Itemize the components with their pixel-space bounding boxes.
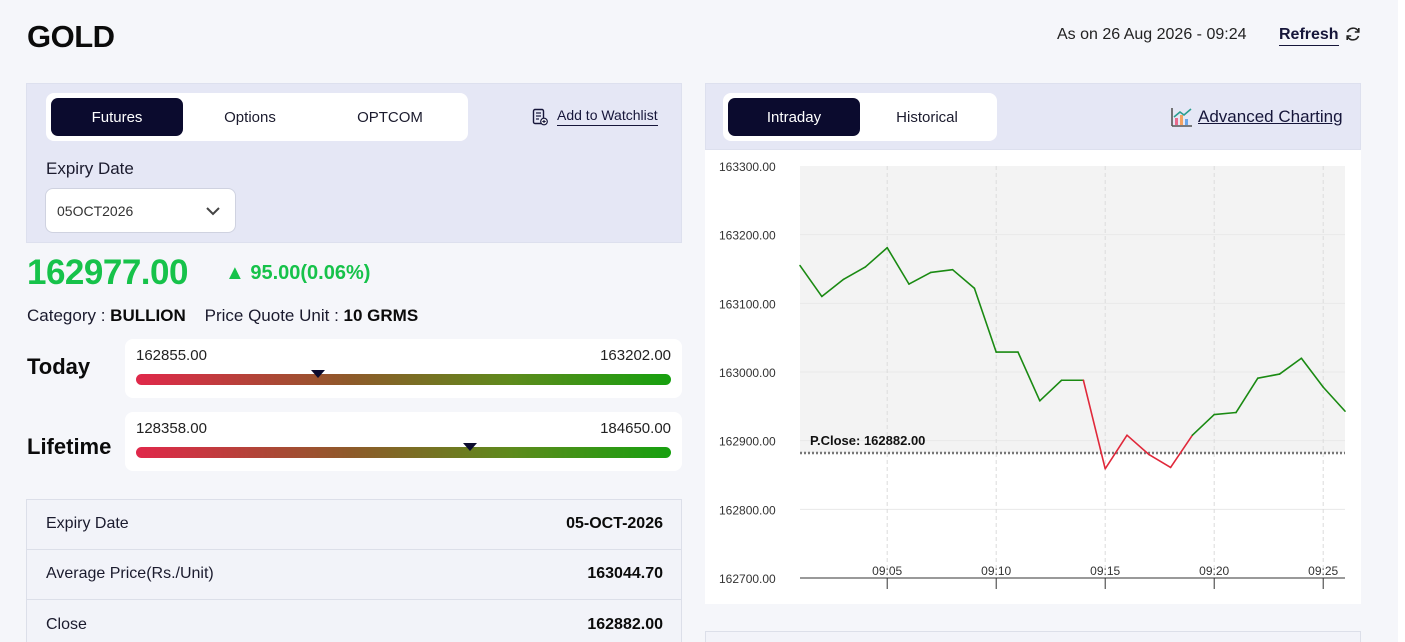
expiry-date-label: Expiry Date — [46, 159, 134, 178]
series-segment — [1256, 373, 1281, 379]
x-tick-label: 09:15 — [1090, 564, 1120, 578]
series-segment — [973, 287, 998, 353]
series-segment — [799, 264, 823, 298]
series-segment — [1082, 379, 1107, 470]
lifetime-low: 128358.00 — [136, 420, 207, 437]
tab-futures[interactable]: Futures — [51, 98, 183, 136]
series-segment — [1322, 386, 1346, 412]
expiry-date-select[interactable]: 05OCT2026 — [45, 188, 236, 233]
category-label: Category : — [27, 306, 106, 325]
quote-unit-label: Price Quote Unit : — [204, 306, 339, 325]
chart-panel-header: Intraday Historical Advanced Charting — [705, 83, 1361, 150]
page-title: GOLD — [27, 19, 115, 54]
series-segment — [951, 268, 976, 290]
x-tick-label: 09:20 — [1199, 564, 1229, 578]
last-price: 162977.00 — [27, 253, 188, 292]
today-range-card: 162855.00 163202.00 — [125, 339, 682, 398]
series-segment — [821, 278, 845, 298]
lifetime-range-card: 128358.00 184650.00 — [125, 412, 682, 471]
series-segment — [864, 246, 888, 268]
series-segment — [930, 268, 954, 274]
x-tick-label: 09:05 — [872, 564, 902, 578]
x-tick-label: 09:10 — [981, 564, 1011, 578]
as-on-timestamp: As on 26 Aug 2026 - 09:24 — [1057, 26, 1247, 43]
details-key: Expiry Date — [46, 515, 129, 532]
today-low: 162855.00 — [136, 347, 207, 364]
details-key: Average Price(Rs./Unit) — [46, 565, 214, 582]
expiry-date-value: 05OCT2026 — [57, 202, 134, 219]
x-tick-label: 09:25 — [1308, 564, 1338, 578]
details-row: Close 162882.00 — [27, 601, 681, 642]
y-tick-label: 162700.00 — [719, 572, 776, 586]
page-edge — [1398, 0, 1405, 642]
previous-close-label: P.Close: 162882.00 — [810, 433, 925, 448]
advanced-charting-link[interactable]: Advanced Charting — [1170, 106, 1343, 128]
refresh-icon[interactable] — [1344, 25, 1362, 43]
series-segment — [1126, 434, 1150, 456]
tab-intraday[interactable]: Intraday — [728, 98, 860, 136]
today-range-label: Today — [27, 354, 91, 379]
lifetime-range-label: Lifetime — [27, 434, 112, 459]
contract-tabs: Futures Options OPTCOM — [46, 93, 468, 141]
lifetime-high: 184650.00 — [600, 420, 671, 437]
advanced-charting-label: Advanced Charting — [1198, 107, 1343, 126]
details-value: 05-OCT-2026 — [566, 515, 663, 532]
series-segment — [1017, 351, 1041, 402]
contract-details-table: Expiry Date 05-OCT-2026 Average Price(Rs… — [26, 499, 682, 642]
series-segment — [1191, 413, 1216, 436]
y-tick-label: 163300.00 — [719, 160, 776, 174]
next-card — [705, 631, 1361, 642]
watchlist-icon — [532, 108, 548, 125]
series-segment — [1278, 357, 1303, 375]
series-segment — [842, 266, 867, 281]
tab-optcom[interactable]: OPTCOM — [357, 108, 423, 126]
tab-historical[interactable]: Historical — [896, 108, 958, 126]
series-segment — [908, 271, 932, 285]
intraday-chart: 163300.00 163200.00 163100.00 163000.00 1629… — [705, 150, 1361, 604]
intraday-chart-svg: 163300.00 163200.00 163100.00 163000.00 1629… — [719, 160, 1346, 589]
refresh-link[interactable]: Refresh — [1279, 26, 1339, 46]
chart-icon — [1171, 108, 1192, 127]
series-segment — [1300, 357, 1325, 388]
tab-options[interactable]: Options — [224, 108, 276, 126]
today-range-marker — [310, 370, 325, 378]
series-segment — [1104, 434, 1128, 470]
y-tick-label: 162900.00 — [719, 435, 776, 449]
contract-panel: Futures Options OPTCOM Add to Watchlist … — [26, 83, 682, 243]
y-tick-label: 163100.00 — [719, 297, 776, 311]
quote-unit-value: 10 GRMS — [343, 306, 419, 325]
details-row: Expiry Date 05-OCT-2026 — [27, 500, 681, 550]
details-value: 162882.00 — [587, 616, 663, 633]
chart-tabs: Intraday Historical — [723, 93, 997, 141]
details-value: 163044.70 — [587, 565, 663, 582]
category-line: Category : BULLION Price Quote Unit : 10… — [27, 306, 418, 326]
category-value: BULLION — [110, 306, 186, 325]
series-segment — [886, 246, 910, 285]
details-key: Close — [46, 616, 87, 633]
chart-area-above-reference — [800, 166, 1345, 454]
y-tick-label: 163000.00 — [719, 366, 776, 380]
details-row: Average Price(Rs./Unit) 163044.70 — [27, 550, 681, 600]
series-segment — [1169, 434, 1194, 469]
today-range-bar — [136, 374, 671, 385]
chevron-down-icon — [206, 207, 220, 216]
y-tick-label: 162800.00 — [719, 503, 776, 517]
add-to-watchlist-label: Add to Watchlist — [557, 107, 658, 126]
series-segment — [1147, 453, 1172, 469]
add-to-watchlist-button[interactable]: Add to Watchlist — [532, 107, 658, 126]
lifetime-range-marker — [462, 443, 477, 451]
series-segment — [1213, 411, 1237, 416]
series-segment — [1235, 377, 1259, 414]
lifetime-range-bar — [136, 447, 671, 458]
series-segment — [1038, 379, 1063, 402]
y-tick-label: 163200.00 — [719, 229, 776, 243]
price-change: ▲ 95.00(0.06%) — [225, 262, 371, 284]
today-high: 163202.00 — [600, 347, 671, 364]
